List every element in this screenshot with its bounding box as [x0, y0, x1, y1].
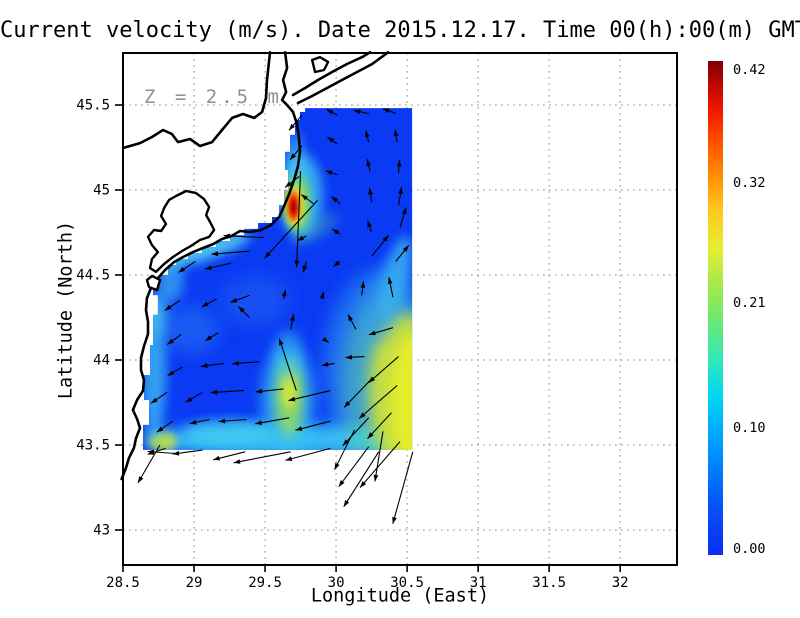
svg-text:29.5: 29.5 — [248, 575, 282, 591]
svg-text:28.5: 28.5 — [106, 575, 140, 591]
svg-text:30: 30 — [328, 575, 345, 591]
svg-text:45.5: 45.5 — [76, 98, 110, 114]
svg-text:44.5: 44.5 — [76, 268, 110, 284]
svg-text:45: 45 — [93, 183, 110, 199]
svg-text:32: 32 — [612, 575, 629, 591]
colorbar-label: 0.42 — [733, 61, 766, 78]
colorbar-gradient — [708, 61, 723, 555]
plot-frame — [122, 52, 678, 566]
svg-text:30.5: 30.5 — [390, 575, 424, 591]
svg-text:29: 29 — [186, 575, 203, 591]
colorbar-label: 0.21 — [733, 295, 766, 312]
chart-title: Current velocity (m/s). Date 2015.12.17.… — [0, 18, 800, 43]
depth-annotation: Z = 2.5 m — [144, 86, 283, 108]
velocity-arrows — [137, 108, 414, 524]
svg-text:43: 43 — [93, 522, 110, 538]
velocity-field — [143, 108, 413, 450]
x-axis-label: Longitude (East) — [310, 585, 490, 607]
svg-text:31.5: 31.5 — [532, 575, 566, 591]
svg-text:31: 31 — [470, 575, 487, 591]
coastline — [120, 51, 390, 481]
colorbar-label: 0.00 — [733, 541, 766, 558]
svg-text:44: 44 — [93, 352, 110, 368]
svg-text:43.5: 43.5 — [76, 437, 110, 453]
axis-tick-labels: 28.5 29 29.5 30 30.5 31 31.5 32 45.5 45 44.5 44 43.5… — [76, 98, 628, 591]
colorbar-label: 0.10 — [733, 420, 766, 437]
colorbar-label: 0.32 — [733, 175, 766, 192]
map-plot: 28.5 29 29.5 30 30.5 31 31.5 32 45.5 45 44.5 44 43.5… — [76, 51, 678, 591]
axis-ticks — [115, 104, 621, 572]
